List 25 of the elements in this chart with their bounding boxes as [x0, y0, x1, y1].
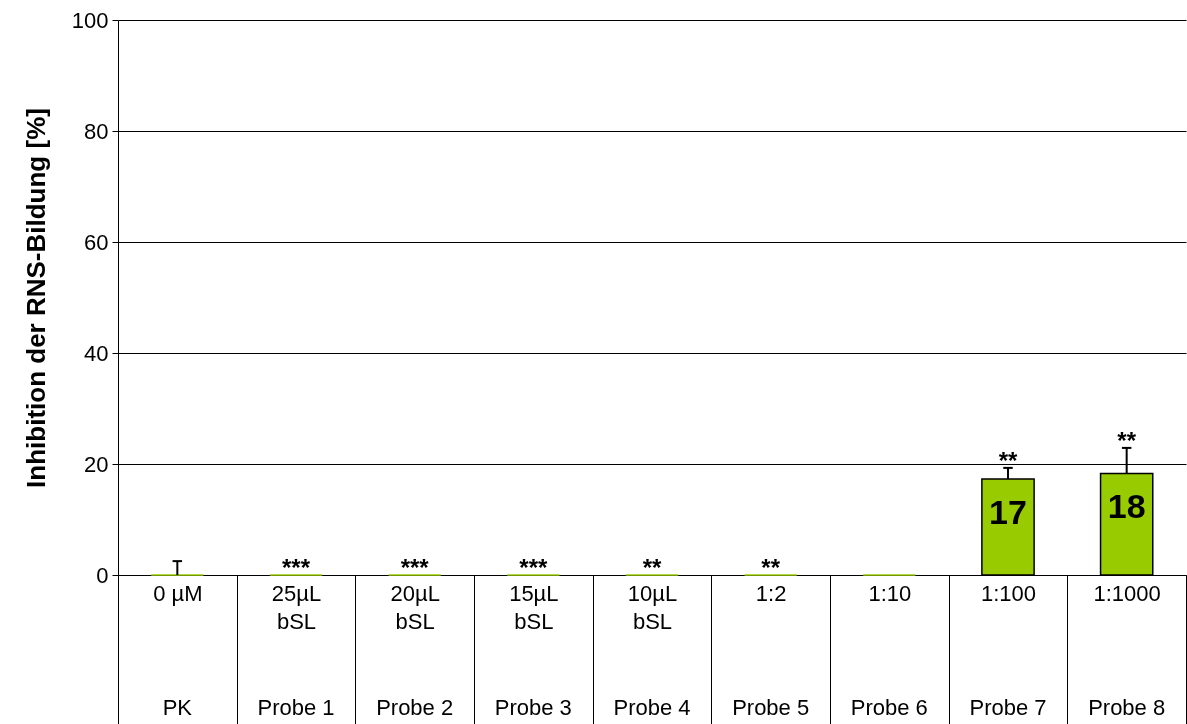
annotation: **: [642, 554, 662, 581]
category-label: 1:1000 Probe 8: [1088, 580, 1166, 720]
category-label: 1:10 Probe 6: [850, 580, 928, 720]
annotation: **: [1117, 426, 1137, 454]
annotation: ***: [281, 554, 311, 581]
data-label: 18: [1107, 487, 1146, 526]
annotation: **: [761, 554, 781, 581]
annotation: **: [998, 446, 1018, 474]
y-axis-title: Inhibition der RNS-Bildung [%]: [20, 108, 51, 488]
data-label: 17: [989, 492, 1027, 531]
y-tick-label: 80: [84, 118, 109, 144]
annotation: ***: [519, 554, 548, 581]
y-tick-label: 20: [84, 451, 109, 477]
y-tick-label: 100: [71, 7, 109, 33]
y-tick-label: 60: [84, 229, 109, 255]
category-label: 1:100 Probe 7: [969, 580, 1047, 720]
annotation: ***: [400, 554, 430, 581]
y-tick-label: 0: [96, 562, 109, 588]
category-label: 25µL bSL Probe 1: [257, 580, 335, 720]
category-label: 0 µM PK: [153, 580, 203, 720]
category-label: 15µL bSL Probe 3: [494, 580, 572, 720]
category-label: 1:2 Probe 5: [732, 580, 810, 720]
y-tick-label: 40: [84, 340, 109, 366]
category-label: 10µL bSL Probe 4: [613, 580, 691, 720]
category-label: 20µL bSL Probe 2: [376, 580, 454, 720]
